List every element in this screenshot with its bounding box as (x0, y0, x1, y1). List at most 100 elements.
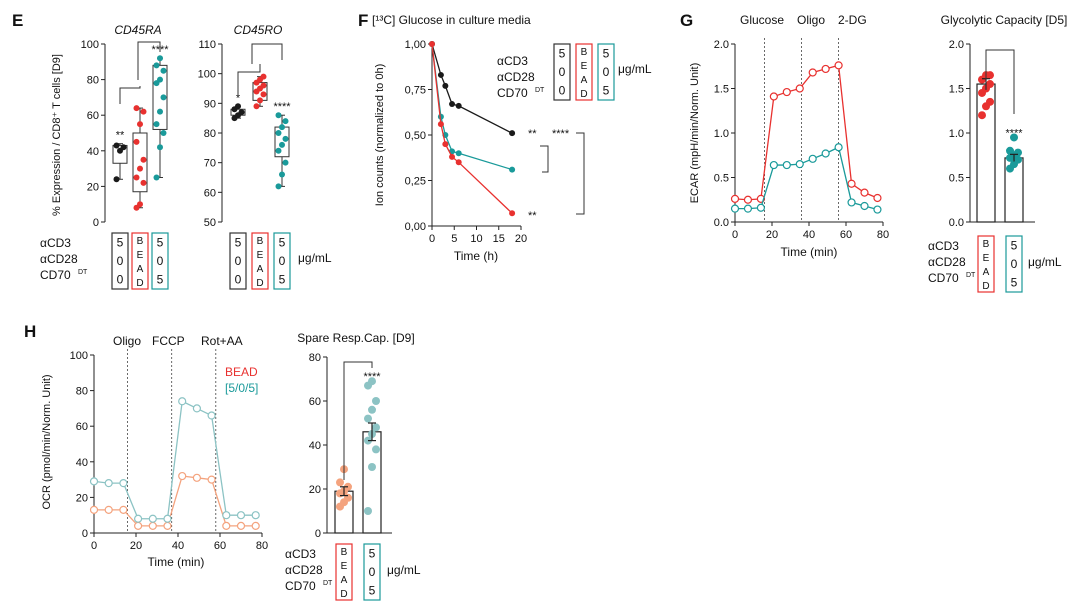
ecar-injection-glucose: Glucose (740, 13, 784, 27)
cd45ro-group-bead (251, 232, 269, 290)
ocr-x-tick-label: 40 (172, 540, 184, 552)
cd45ro-group-bead-letter: A (257, 264, 264, 275)
cd45ra-y-tick-label: 80 (87, 75, 99, 87)
glyco-group-bead-letter: B (983, 239, 990, 250)
spare-point (372, 445, 380, 454)
ecar-injection-oligo: Oligo (797, 13, 825, 27)
cd45ra-y-tick-label: 0 (93, 217, 99, 229)
glucose-group-bead-letter: E (581, 61, 588, 72)
spare-y-tick-label: 40 (309, 440, 321, 452)
spare-point (368, 463, 376, 471)
glyco-bracket (985, 49, 1015, 114)
ocr-point (104, 505, 113, 514)
glucose-point (455, 159, 462, 166)
cd45ra-group-505 (151, 232, 169, 290)
ocr-legend-bead: BEAD (225, 365, 258, 379)
cd45ra-point (133, 138, 140, 145)
cd45ra-group-500-letter: 0 (117, 254, 124, 268)
cd45ro-y-tick-label: 50 (204, 217, 216, 229)
panel-label-e: E (12, 11, 23, 30)
ocr-injection-oligo: Oligo (113, 334, 141, 348)
ecar-point (834, 61, 843, 70)
spare-point (364, 507, 372, 515)
glucose-point (429, 41, 435, 47)
spare-point (372, 423, 380, 432)
cd45ra-point (157, 76, 163, 83)
cd45ro-point (275, 147, 282, 154)
glucose-point (442, 141, 449, 148)
glyco-significance: **** (1005, 127, 1023, 139)
cd45ro-y-tick-label: 90 (204, 98, 216, 110)
glucose-x-tick-label: 5 (451, 233, 457, 245)
ocr-point (178, 397, 187, 406)
spare-y-tick-label: 60 (309, 396, 321, 408)
glucose-x-tick-label: 20 (515, 233, 527, 245)
cd45ra-point (113, 142, 120, 149)
glyco-group-bead-letter: D (982, 281, 989, 292)
glucose-series-line (431, 43, 513, 134)
cd45ro-point (275, 183, 282, 190)
cd45ra-significance: ** (116, 130, 125, 142)
cd45ra-point (137, 121, 143, 128)
glucose-y-tick-label: 0,75 (405, 85, 426, 97)
cd45ra-point (113, 176, 120, 183)
cd45ro-point (260, 91, 267, 98)
spare-y-tick-label: 20 (309, 484, 321, 496)
cd45ra-point (153, 174, 160, 181)
glyco-condition-cd70-dt: DT (966, 272, 976, 279)
cd45ro-group-bead-letter: E (257, 250, 264, 261)
cd45ra-title: CD45RA (114, 23, 161, 37)
ocr-y-tick-label: 0 (82, 528, 88, 540)
ecar-series-line (735, 146, 878, 211)
spare-group-505-letter: 5 (369, 584, 376, 598)
cd45ra-point (160, 94, 167, 101)
glucose-point (437, 121, 444, 128)
cd45ra-group-500-letter: 0 (117, 273, 124, 287)
glucose-group-bead (575, 43, 593, 101)
cd45ro-point (253, 103, 260, 110)
ecar-y-tick-label: 0.5 (714, 173, 729, 185)
glyco-unit: μg/mL (1028, 255, 1062, 269)
cd45ro-point (279, 141, 285, 148)
ecar-point (873, 205, 882, 214)
glyco-point (978, 111, 986, 120)
cd45ro-point (282, 135, 289, 142)
cd45ra-point (140, 108, 147, 115)
ocr-point (134, 514, 143, 523)
cd45ra-group-bead-letter: D (136, 278, 143, 289)
cd45ro-point (257, 97, 263, 104)
ocr-point (89, 505, 99, 514)
glucose-title: [¹³C] Glucose in culture media (372, 13, 531, 27)
cd45ro-point (282, 159, 289, 166)
glucose-group-505-letter: 5 (603, 46, 610, 60)
glyco-group-505-letter: 5 (1011, 276, 1018, 290)
cd45ra-point (153, 121, 160, 128)
cd45ra-box (112, 144, 128, 164)
ecar-point (808, 68, 817, 77)
cd45ra-point (157, 108, 163, 115)
ocr-x-tick-label: 20 (130, 540, 142, 552)
ocr-point (119, 505, 128, 514)
glyco-point (1006, 146, 1014, 155)
cd45ra-bracket (119, 86, 141, 104)
cd45ra-group-bead-letter: A (137, 264, 144, 275)
ecar-point (730, 194, 740, 203)
glyco-point (986, 97, 994, 106)
ecar-point (756, 203, 766, 212)
glyco-group-505 (1005, 235, 1023, 293)
ocr-point (163, 514, 172, 523)
ecar-point (743, 204, 753, 213)
ocr-point (192, 404, 201, 413)
glucose-point (509, 130, 516, 137)
ocr-point (134, 521, 143, 530)
glyco-condition-acd3: αCD3 (928, 239, 959, 253)
ecar-x-tick-label: 80 (877, 229, 889, 241)
glucose-group-500-letter: 5 (559, 46, 566, 60)
ocr-point (89, 477, 99, 486)
glyco-y-tick-label: 1.5 (949, 84, 964, 96)
ocr-x-tick-label: 80 (256, 540, 268, 552)
ecar-ylabel: ECAR (mpH/min/Norm. Unit) (689, 63, 701, 204)
glucose-y-tick-label: 0,25 (405, 176, 426, 188)
ocr-point (251, 511, 260, 520)
glyco-y-tick-label: 0.0 (949, 217, 964, 229)
